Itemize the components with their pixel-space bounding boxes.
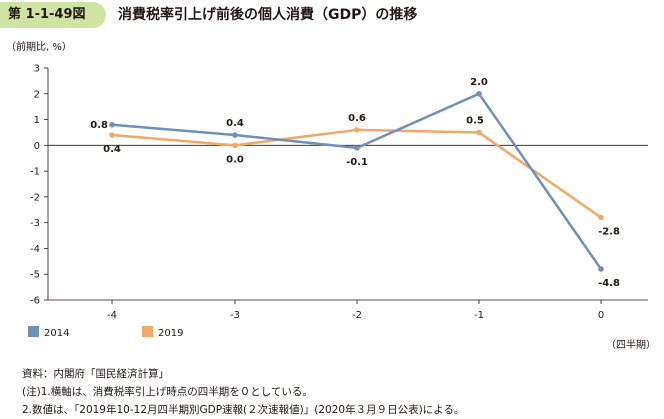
x-tick-label: -4 <box>107 310 117 321</box>
y-tick-label: -6 <box>30 296 40 307</box>
data-point-2014 <box>109 121 115 128</box>
y-tick-label: -5 <box>30 270 40 281</box>
y-tick-label: -2 <box>30 192 40 203</box>
source-note: 資料：内閣府「国民経済計算」 <box>22 368 169 380</box>
data-label-2019: -2.8 <box>598 227 620 238</box>
data-point-2014 <box>476 90 482 97</box>
data-point-2014 <box>598 266 604 272</box>
data-label-2014: -0.1 <box>346 157 368 168</box>
data-point-2019 <box>232 142 238 149</box>
series-line-2019 <box>111 128 602 219</box>
y-tick-label: -4 <box>30 244 40 255</box>
figure-header: 第 1-1-49図 消費税率引上げ前後の個人消費（GDP）の推移 <box>0 0 664 30</box>
data-label-2014: -4.8 <box>598 278 620 289</box>
data-point-2019 <box>598 214 604 221</box>
note-1: (注)1.横軸は、消費税率引上げ時点の四半期を０としている。 <box>22 386 313 398</box>
figure-number-badge: 第 1-1-49図 <box>0 2 106 28</box>
data-label-2019: 0.6 <box>348 113 366 124</box>
x-axis-label: （四半期） <box>606 338 656 351</box>
y-tick-label: 3 <box>34 64 40 75</box>
data-point-2014 <box>232 132 238 138</box>
note-2: 2.数値は、「2019年10-12月四半期別GDP速報(２次速報値)」(2020… <box>22 404 465 416</box>
y-tick-label: -1 <box>30 167 40 178</box>
legend-swatch-2019 <box>142 326 153 337</box>
data-label-2014: 0.8 <box>90 120 108 131</box>
data-label-2019: 0.4 <box>103 144 121 155</box>
data-point-2014 <box>354 145 360 151</box>
data-label-2014: 0.4 <box>226 118 244 129</box>
x-tick-label: -2 <box>352 310 362 321</box>
data-point-2019 <box>354 127 360 133</box>
y-axis-label: （前期比, %） <box>6 40 72 53</box>
data-label-2019: 0.0 <box>226 154 244 165</box>
y-tick-label: 2 <box>34 89 40 100</box>
x-tick-label: -1 <box>474 310 484 321</box>
legend-label-2014: 2014 <box>44 328 69 339</box>
line-chart: （前期比, %） 3 2 1 0 -1 -2 -3 -4 -5 -6 -4 -3 -2 -1 0 0.8 0.4 -… <box>6 40 656 351</box>
legend-label-2019: 2019 <box>158 328 183 339</box>
data-point-2019 <box>109 132 115 138</box>
y-tick-label: 1 <box>34 115 40 126</box>
figure-title: 消費税率引上げ前後の個人消費（GDP）の推移 <box>118 7 418 23</box>
x-tick-label: -3 <box>230 310 240 321</box>
data-label-2019: 0.5 <box>466 115 484 126</box>
x-tick-label: 0 <box>598 310 604 321</box>
y-tick-label: -3 <box>30 218 40 229</box>
legend-swatch-2014 <box>28 326 39 337</box>
data-label-2014: 2.0 <box>470 77 488 88</box>
y-tick-label: 0 <box>34 141 40 152</box>
data-point-2019 <box>476 129 482 136</box>
figure-notes: 資料：内閣府「国民経済計算」 (注)1.横軸は、消費税率引上げ時点の四半期を０と… <box>22 365 464 419</box>
